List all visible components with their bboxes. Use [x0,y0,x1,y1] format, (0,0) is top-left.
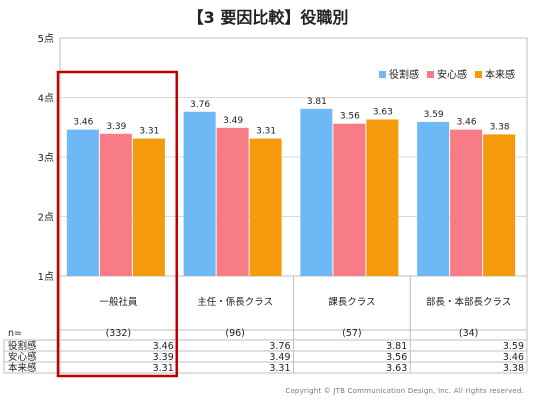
legend-swatch [475,71,482,78]
n-count-label: (96) [225,328,245,339]
table-value-cell: 3.39 [153,352,174,363]
y-tick-label: 1点 [38,271,54,283]
table-value-cell: 3.59 [503,341,524,352]
legend-label: 役割感 [389,68,419,81]
table-series-label: 役割感 [8,340,37,352]
table-series-label: 安心感 [8,351,37,363]
bar-value-label: 3.39 [106,122,126,132]
bar [333,123,366,277]
table-value-cell: 3.81 [386,341,407,352]
n-row-label: n= [8,328,22,339]
bar [417,121,450,277]
x-category-label: 主任・係長クラス [197,296,273,308]
bar [99,133,132,276]
bar-value-label: 3.49 [223,116,243,126]
table-value-cell: 3.56 [386,352,407,363]
legend-label: 本来感 [485,68,515,81]
chart-title: 【3 要因比較】役職別 [187,8,349,27]
bar [366,119,399,276]
bar [183,111,216,276]
n-count-label: (34) [459,328,479,339]
bar [216,127,249,276]
bar-value-label: 3.59 [424,110,444,120]
bar [483,134,516,276]
bar [450,129,483,276]
n-count-label: (332) [106,328,132,339]
bar-value-label: 3.31 [256,127,276,137]
table-value-cell: 3.46 [503,352,524,363]
legend-label: 安心感 [437,68,467,81]
bar-value-label: 3.81 [307,97,327,107]
y-tick-label: 4点 [38,93,54,105]
highlight-box [56,70,178,378]
table-value-cell: 3.63 [386,363,407,374]
bar-value-label: 3.63 [373,108,393,118]
bar-value-label: 3.38 [490,122,510,132]
bar [132,138,165,276]
bar-value-label: 3.46 [457,118,477,128]
bar [66,129,99,276]
legend-swatch [379,71,386,78]
x-category-label: 課長クラス [328,296,375,308]
legend-swatch [427,71,434,78]
x-category-label: 一般社員 [99,296,138,308]
table-value-cell: 3.38 [503,363,524,374]
table-value-cell: 3.31 [153,363,174,374]
n-count-label: (57) [342,328,362,339]
bar-value-label: 3.46 [73,118,93,128]
table-value-cell: 3.46 [153,341,174,352]
bar-value-label: 3.76 [190,100,210,110]
copyright-notice: Copyright © JTB Communication Design, In… [285,387,524,395]
x-category-label: 部長・本部長クラス [426,296,511,308]
bar [300,108,333,277]
y-tick-label: 2点 [38,212,54,224]
y-tick-label: 5点 [38,33,54,45]
bar-value-label: 3.31 [139,127,159,137]
bar-value-label: 3.56 [340,112,360,122]
table-value-cell: 3.49 [269,352,290,363]
bar [249,138,282,276]
y-tick-label: 3点 [38,152,54,164]
table-value-cell: 3.76 [269,341,290,352]
table-series-label: 本来感 [8,362,37,374]
table-value-cell: 3.31 [269,363,290,374]
